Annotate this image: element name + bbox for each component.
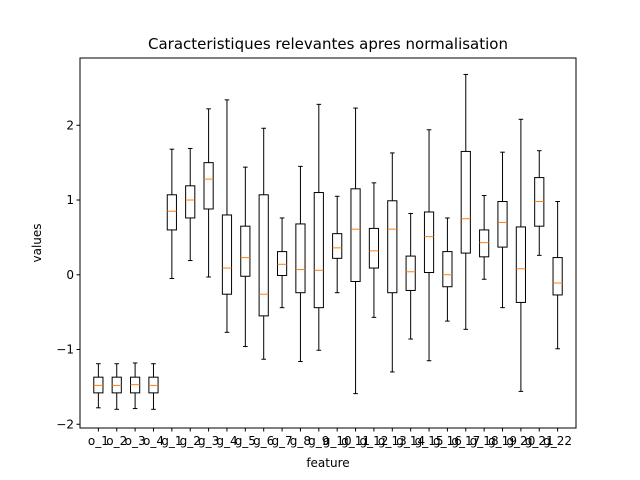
x-tick-label: g_9 xyxy=(308,434,329,448)
x-tick-label: g_6 xyxy=(253,434,274,448)
x-tick-label: g_5 xyxy=(235,434,256,448)
y-axis: −2 −1 0 1 2 xyxy=(56,118,80,431)
x-tick-label: o_4 xyxy=(143,434,164,448)
x-tick-label: g_21 xyxy=(525,434,554,448)
box-iqr xyxy=(497,201,508,248)
box-g_7 xyxy=(276,217,288,309)
box-g_16 xyxy=(442,217,453,322)
x-axis: o_1o_2o_3o_4g_1g_2g_3g_4g_5g_6g_7g_8g_9g… xyxy=(88,428,572,448)
box-iqr xyxy=(368,227,380,269)
box-g_18 xyxy=(479,195,490,280)
box-g_20 xyxy=(515,118,526,392)
box-g_10 xyxy=(332,195,343,294)
x-tick-label: g_15 xyxy=(415,434,444,448)
box-g_3 xyxy=(203,108,214,278)
x-tick-label: g_22 xyxy=(543,434,572,448)
box-iqr xyxy=(240,225,251,277)
box-iqr xyxy=(405,255,416,291)
box-g_13 xyxy=(387,152,398,373)
x-tick-label: g_13 xyxy=(378,434,407,448)
box-o_4 xyxy=(148,363,159,410)
x-tick-label: g_1 xyxy=(161,434,182,448)
x-tick-label: g_7 xyxy=(271,434,292,448)
box-o_2 xyxy=(111,363,122,410)
x-tick-label: o_2 xyxy=(106,434,127,448)
x-tick-label: o_1 xyxy=(88,434,109,448)
box-iqr xyxy=(221,214,233,295)
x-tick-label: g_8 xyxy=(290,434,311,448)
box-g_17 xyxy=(460,73,471,330)
box-iqr xyxy=(276,251,288,277)
x-tick-label: g_17 xyxy=(451,434,480,448)
x-tick-label: g_16 xyxy=(433,434,462,448)
x-tick-label: g_4 xyxy=(216,434,237,448)
x-tick-label: g_10 xyxy=(323,434,352,448)
y-tick-label: 0 xyxy=(66,268,74,282)
box-g_5 xyxy=(240,166,251,348)
box-iqr xyxy=(479,229,490,258)
box-o_1 xyxy=(93,363,104,409)
y-tick-label: 2 xyxy=(66,118,74,132)
box-o_3 xyxy=(130,362,141,410)
box-g_11 xyxy=(350,107,361,395)
box-g_15 xyxy=(423,129,435,362)
box-g_22 xyxy=(552,201,563,350)
plot-area xyxy=(93,73,563,410)
box-iqr xyxy=(552,257,563,296)
box-iqr xyxy=(350,188,361,282)
box-g_1 xyxy=(166,148,177,280)
box-g_19 xyxy=(497,151,508,309)
box-g_8 xyxy=(295,165,306,362)
box-iqr xyxy=(332,233,343,259)
box-g_4 xyxy=(221,99,233,333)
box-g_9 xyxy=(313,103,324,351)
box-iqr xyxy=(387,200,398,294)
box-g_21 xyxy=(534,150,545,256)
x-tick-label: g_2 xyxy=(180,434,201,448)
x-tick-label: g_20 xyxy=(506,434,535,448)
y-tick-label: 1 xyxy=(66,193,74,207)
box-iqr xyxy=(515,226,526,303)
box-g_14 xyxy=(405,212,416,340)
box-g_6 xyxy=(258,127,269,360)
box-iqr xyxy=(442,251,453,288)
x-tick-label: g_11 xyxy=(341,434,370,448)
x-tick-label: g_14 xyxy=(396,434,425,448)
x-tick-label: g_12 xyxy=(359,434,388,448)
box-iqr xyxy=(313,192,324,309)
x-tick-label: o_3 xyxy=(125,434,146,448)
box-iqr xyxy=(423,211,435,274)
box-iqr xyxy=(460,150,471,254)
box-iqr xyxy=(203,162,214,210)
box-iqr xyxy=(185,185,196,219)
plot-frame xyxy=(79,57,577,429)
box-iqr xyxy=(258,194,269,317)
x-tick-label: g_18 xyxy=(470,434,499,448)
y-tick-label: −2 xyxy=(56,417,74,431)
box-iqr xyxy=(295,223,306,294)
box-iqr xyxy=(166,194,177,231)
y-tick-label: −1 xyxy=(56,343,74,357)
box-g_12 xyxy=(368,182,380,318)
x-tick-label: g_19 xyxy=(488,434,517,448)
box-g_2 xyxy=(185,147,196,262)
y-axis-label: values xyxy=(30,223,44,262)
x-axis-label: feature xyxy=(306,456,349,470)
x-tick-label: g_3 xyxy=(198,434,219,448)
chart-title: Caracteristiques relevantes apres normal… xyxy=(148,35,508,53)
